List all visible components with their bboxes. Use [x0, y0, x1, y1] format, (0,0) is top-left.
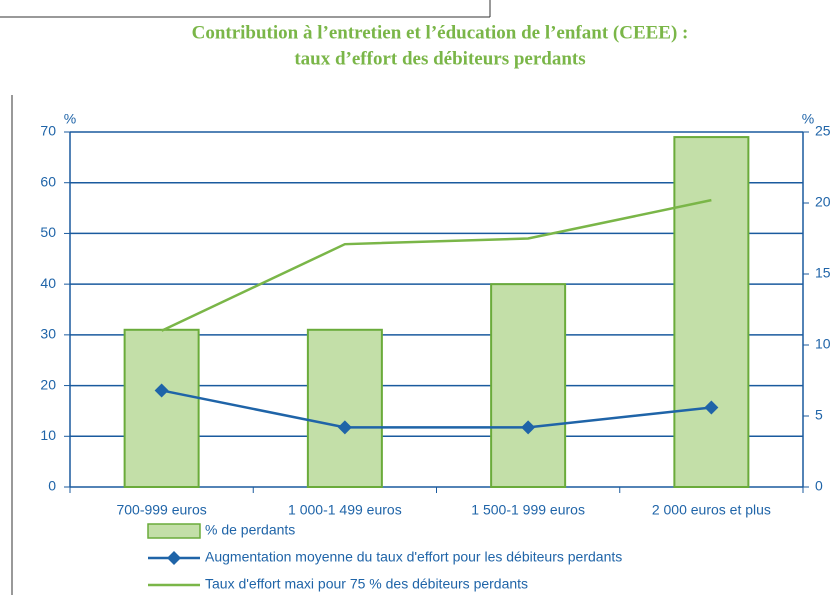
bar: [490, 283, 567, 488]
bar: [306, 328, 383, 488]
y-tick-label: 60: [40, 173, 56, 189]
y-tick-label: 30: [40, 326, 56, 342]
y2-tick-label: 10: [815, 336, 831, 352]
chart-title: Contribution à l’entretien et l’éducatio…: [192, 22, 689, 43]
x-tick-label: 1 500-1 999 euros: [471, 502, 585, 518]
y-tick-label: 0: [48, 478, 56, 494]
y-tick-label: 70: [40, 123, 56, 139]
x-tick-label: 2 000 euros et plus: [652, 502, 771, 518]
y-axis-label: %: [64, 111, 76, 127]
bar: [123, 328, 200, 488]
y2-tick-label: 5: [815, 407, 823, 423]
legend-swatch: [147, 523, 201, 539]
legend-marker: [167, 551, 181, 565]
chart-subtitle: taux d’effort des débiteurs perdants: [294, 48, 585, 69]
y-tick-label: 50: [40, 224, 56, 240]
y-tick-label: 20: [40, 376, 56, 392]
marker: [704, 400, 719, 415]
line: [161, 389, 712, 429]
y2-axis-label: %: [802, 111, 814, 127]
line: [161, 198, 712, 332]
y-tick-label: 10: [40, 427, 56, 443]
marker: [154, 383, 169, 398]
x-tick-label: 700-999 euros: [116, 502, 206, 518]
legend-label: % de perdants: [205, 522, 295, 538]
y-tick-label: 40: [40, 275, 56, 291]
legend-label: Augmentation moyenne du taux d'effort po…: [205, 549, 622, 565]
y2-tick-label: 25: [815, 123, 831, 139]
y2-tick-label: 20: [815, 194, 831, 210]
y2-tick-label: 15: [815, 265, 831, 281]
legend-label: Taux d'effort maxi pour 75 % des débiteu…: [205, 576, 528, 592]
y2-tick-label: 0: [815, 478, 823, 494]
marker: [337, 420, 352, 435]
marker: [521, 420, 536, 435]
bar: [673, 136, 750, 488]
x-tick-label: 1 000-1 499 euros: [288, 502, 402, 518]
